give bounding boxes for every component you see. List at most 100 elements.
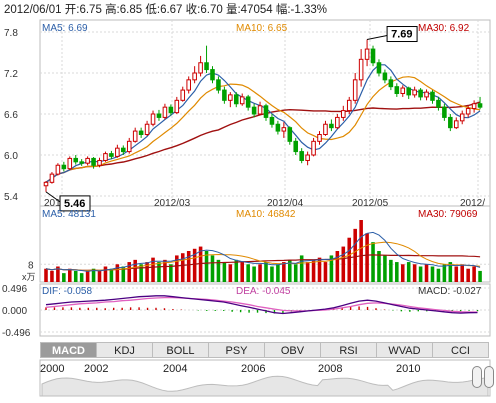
volume-bar: [73, 270, 78, 282]
candle-body: [228, 94, 233, 101]
candle-body: [442, 106, 447, 118]
header-low-label: 低:: [145, 4, 161, 16]
volume-bar: [478, 270, 482, 282]
volume-bar: [329, 255, 334, 282]
volume-bar: [56, 266, 60, 282]
macd-dea-line: [45, 296, 478, 313]
volume-bar: [400, 264, 405, 282]
candle-body: [97, 159, 102, 166]
candle-body: [382, 72, 388, 81]
indicator-tabs: MACD KDJ BOLL PSY OBV RSI WVAD CCI: [40, 342, 494, 358]
macd-dea-label: DEA: -0.045: [236, 286, 291, 297]
candle-body: [281, 127, 287, 132]
candle-body: [257, 105, 263, 115]
tab-obv[interactable]: OBV: [264, 342, 321, 358]
price-x-tick-label: 2012/: [460, 198, 485, 209]
volume-bar: [210, 255, 215, 282]
volume-bar: [145, 262, 149, 282]
candle-body: [299, 151, 304, 161]
volume-bar: [282, 262, 286, 282]
tab-kdj[interactable]: KDJ: [96, 342, 153, 358]
volume-bar: [252, 266, 256, 282]
header-open-label: 开:: [64, 4, 80, 16]
volume-bar: [258, 264, 262, 282]
price-x-tick-label: 2012/03: [154, 198, 191, 209]
candle-body: [43, 181, 49, 187]
price-y-tick-label: 7.2: [4, 69, 18, 80]
volume-bar: [192, 248, 197, 282]
volume-bar: [109, 268, 114, 282]
overview-year-2010: 2010: [396, 363, 421, 375]
volume-bar: [389, 259, 393, 282]
volume-bar: [115, 264, 120, 282]
volume-bar: [68, 268, 72, 282]
overview-year-2008: 2008: [318, 363, 343, 375]
candle-body: [198, 62, 203, 74]
candle-body: [418, 89, 423, 98]
volume-ma10-label: MA10: 46842: [236, 209, 296, 220]
tab-boll[interactable]: BOLL: [152, 342, 209, 358]
volume-bar: [91, 268, 96, 282]
volume-bar: [121, 266, 126, 282]
candle-body: [329, 123, 334, 129]
candle-body: [245, 96, 251, 108]
volume-bar: [240, 262, 244, 282]
candle-body: [453, 120, 459, 129]
volume-bar: [216, 259, 221, 282]
candle-body: [85, 157, 90, 164]
price-y-tick-label: 5.4: [4, 192, 18, 203]
candle-body: [275, 123, 281, 132]
volume-bar: [430, 266, 435, 282]
volume-bar: [228, 264, 233, 282]
volume-bar: [412, 264, 417, 282]
overview-year-2000: 2000: [40, 363, 65, 375]
candle-body: [115, 147, 120, 157]
candle-body: [448, 116, 453, 129]
candle-body: [305, 154, 310, 161]
volume-bar: [377, 251, 381, 282]
low-marker-label: 5.46: [64, 198, 85, 210]
volume-bar: [44, 268, 48, 282]
volume-bar: [460, 264, 464, 282]
price-ma5-label: MA5: 6.69: [42, 23, 88, 34]
candle-body: [287, 127, 293, 142]
volume-bar: [264, 262, 268, 282]
macd-dif-label: DIF: -0.058: [42, 286, 93, 297]
candle-body: [138, 130, 144, 135]
tab-psy[interactable]: PSY: [208, 342, 265, 358]
candle-body: [370, 48, 376, 64]
header-low: 6.67: [160, 4, 183, 16]
candle-body: [61, 164, 67, 170]
candle-body: [364, 48, 370, 60]
volume-bar: [234, 259, 239, 282]
candle-body: [317, 134, 322, 142]
overview-range-left-handle[interactable]: [472, 366, 482, 388]
candle-body: [150, 113, 156, 125]
header-high: 6.85: [119, 4, 143, 16]
overview-year-2002: 2002: [84, 363, 109, 375]
tab-wvad[interactable]: WVAD: [376, 342, 433, 358]
overview-area: [41, 375, 489, 397]
tab-macd[interactable]: MACD: [40, 342, 97, 358]
header-close: 6.70: [200, 4, 223, 16]
overview-range-right-handle[interactable]: [484, 366, 494, 388]
candle-body: [162, 106, 168, 118]
volume-bar: [305, 262, 310, 282]
tab-rsi[interactable]: RSI: [320, 342, 377, 358]
tab-cci[interactable]: CCI: [432, 342, 489, 358]
volume-bar: [246, 264, 250, 282]
candle-body: [459, 113, 465, 122]
candle-body: [424, 91, 429, 98]
volume-ma5-line: [45, 231, 481, 272]
volume-bar: [103, 266, 108, 282]
header-close-label: 收:: [185, 4, 201, 16]
candle-body: [222, 89, 227, 101]
high-marker-pointer: [366, 35, 388, 41]
overview-year-2006: 2006: [241, 363, 266, 375]
volume-bar: [97, 270, 102, 282]
candle-body: [335, 116, 340, 129]
price-y-tick-label: 6.6: [4, 110, 18, 121]
volume-bar: [406, 262, 411, 282]
volume-bar: [323, 262, 328, 282]
